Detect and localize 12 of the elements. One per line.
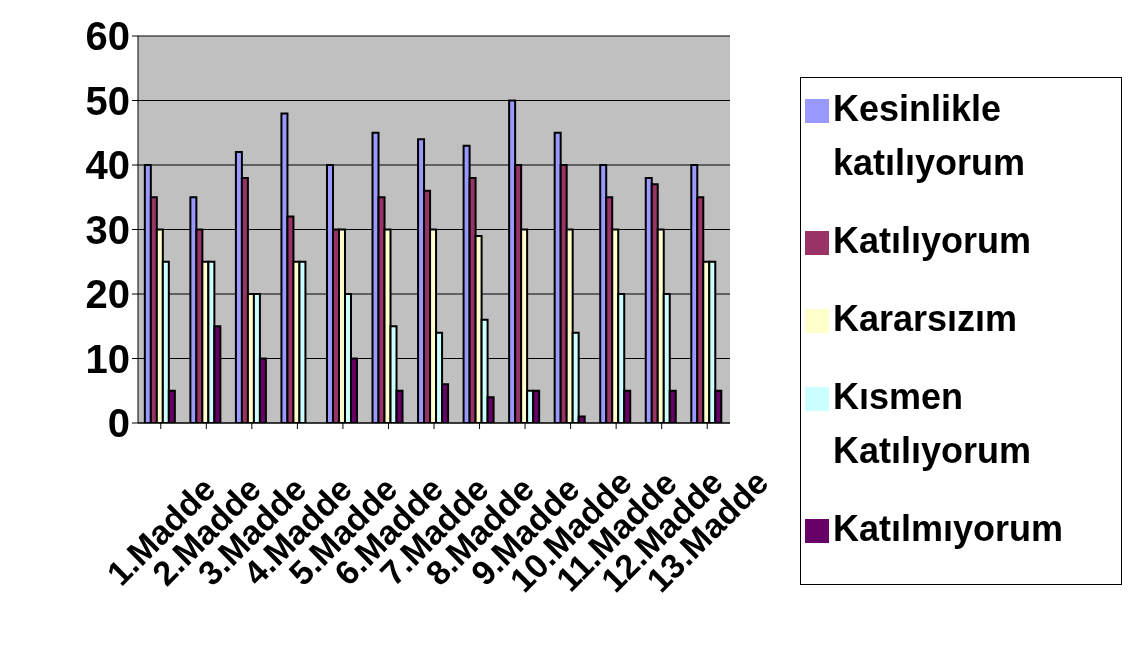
legend-label: Katılmıyorum bbox=[833, 506, 1065, 551]
y-tick-label: 40 bbox=[85, 143, 130, 188]
legend-label: Kararsızım bbox=[833, 296, 1019, 341]
y-tick-label: 50 bbox=[85, 78, 130, 123]
legend-label: Kısmen Katılıyorum bbox=[833, 374, 1033, 473]
y-tick-label: 30 bbox=[85, 207, 130, 252]
y-tick-label: 60 bbox=[85, 14, 130, 59]
legend-label: Kesinlikle katılıyorum bbox=[833, 86, 1027, 185]
y-tick-label: 10 bbox=[85, 336, 130, 381]
y-tick-label: 0 bbox=[107, 401, 130, 446]
legend-label: Katılıyorum bbox=[833, 218, 1033, 263]
y-tick-label: 20 bbox=[85, 272, 130, 317]
